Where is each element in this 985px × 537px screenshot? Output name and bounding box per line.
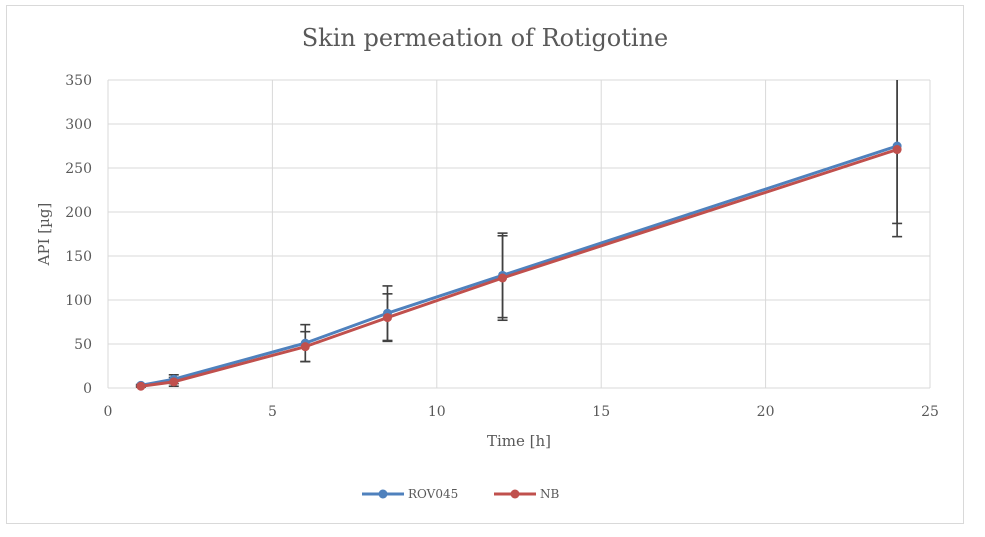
- y-tick-label: 200: [65, 205, 92, 221]
- legend: ROV045 NB: [362, 487, 560, 501]
- legend-label: NB: [540, 487, 560, 501]
- data-point-nb: [892, 145, 902, 155]
- data-point-nb: [382, 313, 392, 323]
- series-line-nb: [140, 148, 898, 388]
- x-axis-title: Time [h]: [487, 432, 551, 450]
- x-tick-label: 15: [592, 404, 610, 420]
- chart-frame: [6, 5, 964, 524]
- legend-marker: [378, 489, 388, 499]
- y-tick-labels: 0 50 100 150 200 250 300 350: [65, 73, 92, 397]
- data-point-nb: [300, 342, 310, 352]
- x-tick-label: 25: [921, 404, 939, 420]
- y-tick-label: 250: [65, 161, 92, 177]
- x-tick-label: 0: [104, 404, 113, 420]
- y-tick-label: 150: [65, 249, 92, 265]
- x-tick-labels: 0 5 10 15 20 25: [104, 404, 939, 420]
- legend-label: ROV045: [408, 487, 458, 501]
- legend-marker: [510, 489, 520, 499]
- chart-title: Skin permeation of Rotigotine: [302, 24, 669, 52]
- y-tick-label: 50: [74, 337, 92, 353]
- y-tick-label: 0: [83, 381, 92, 397]
- data-point-nb: [136, 381, 146, 391]
- x-tick-label: 20: [757, 404, 775, 420]
- data-point-nb: [498, 273, 508, 283]
- y-tick-label: 350: [65, 73, 92, 89]
- series-lines: [136, 141, 902, 391]
- gridlines: [107, 79, 931, 389]
- series-line-rov045: [140, 144, 898, 387]
- y-axis-title: API [µg]: [35, 203, 53, 267]
- data-point-nb: [169, 377, 179, 387]
- x-tick-label: 5: [268, 404, 277, 420]
- x-tick-label: 10: [428, 404, 446, 420]
- error-bars: [135, 80, 903, 388]
- y-tick-label: 100: [65, 293, 92, 309]
- y-tick-label: 300: [65, 117, 92, 133]
